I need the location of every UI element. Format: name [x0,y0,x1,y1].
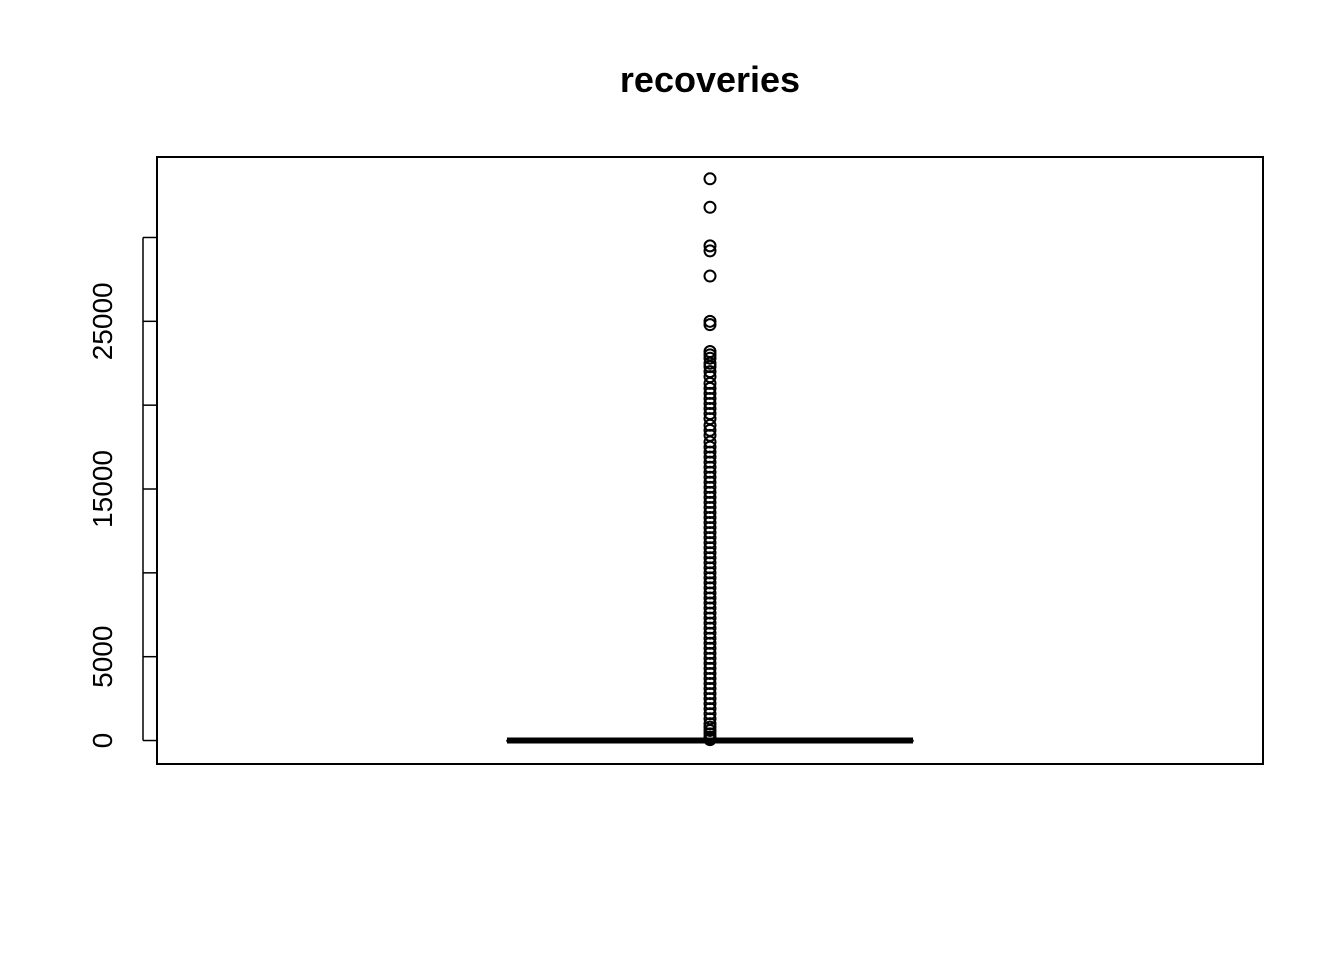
y-tick-label: 25000 [87,282,118,360]
outlier-point [703,351,717,365]
y-tick-label: 0 [87,733,118,749]
y-tick-label: 5000 [87,626,118,688]
y-axis: 0 5000 15000 25000 [87,236,157,749]
outlier-point [703,239,717,253]
outlier-point [703,244,717,258]
chart-title: recoveries [620,59,800,100]
plot-frame [156,156,1264,765]
outlier-point [703,172,717,186]
outliers-group [703,172,717,747]
y-tick-label: 15000 [87,450,118,528]
box-group [506,737,914,744]
outlier-point [703,269,717,283]
outlier-point [703,200,717,214]
outlier-point [703,318,717,332]
outlier-point [703,733,717,747]
